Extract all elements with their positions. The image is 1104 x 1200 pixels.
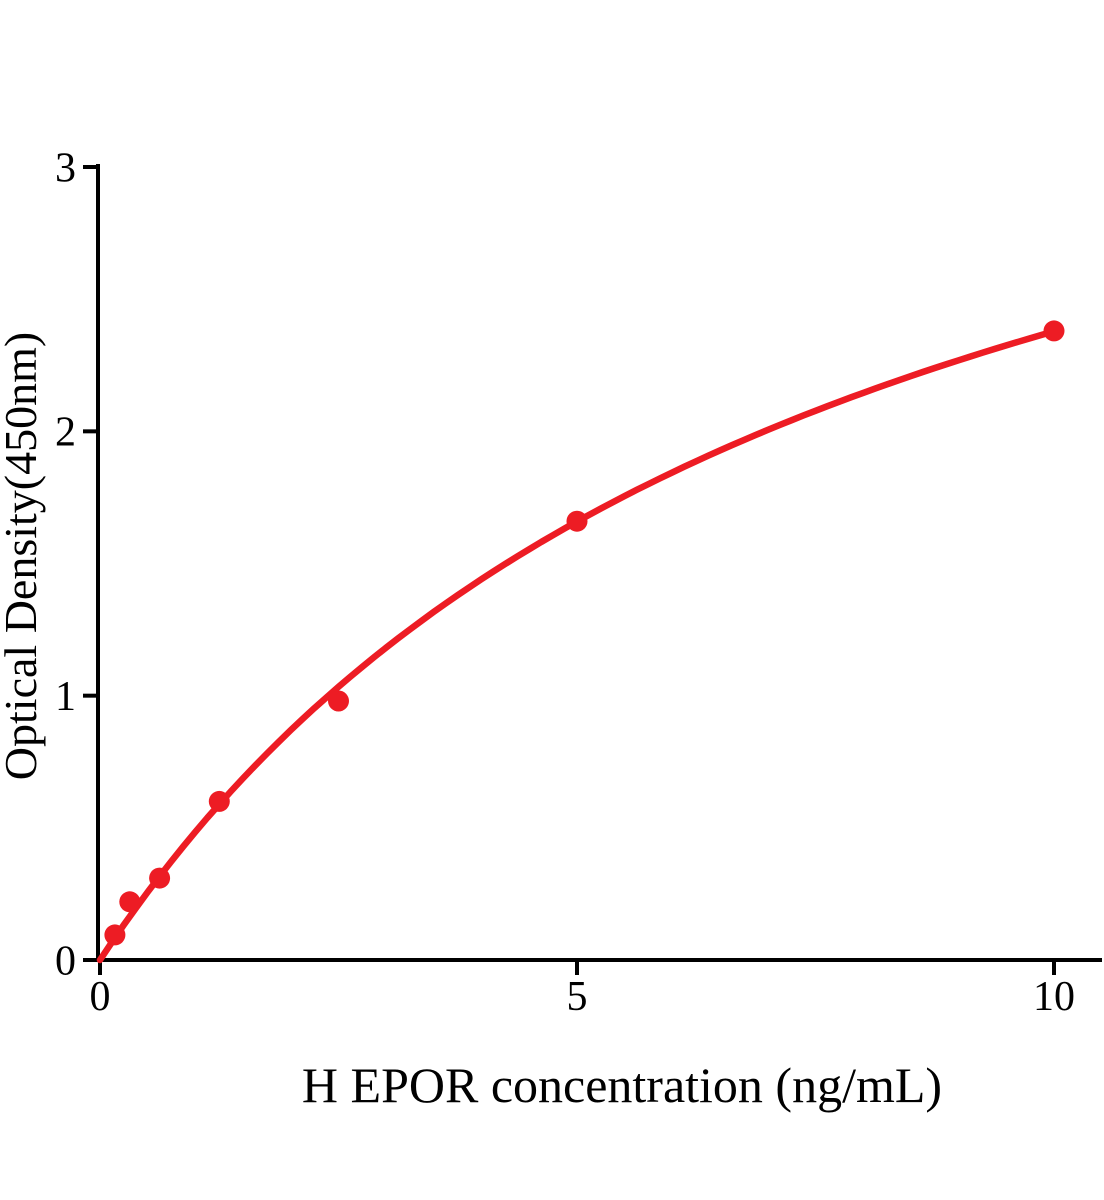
- data-point: [566, 510, 588, 532]
- y-axis-title: Optical Density(450nm): [0, 332, 46, 780]
- data-point: [328, 690, 349, 712]
- y-tick-label: 1: [55, 674, 76, 720]
- x-tick-label: 10: [1033, 974, 1075, 1020]
- axes: 0 1 2 3 0 5 10: [55, 145, 1102, 1020]
- x-tick-label: 5: [567, 974, 588, 1020]
- x-tick-label: 0: [90, 974, 111, 1020]
- data-point: [149, 867, 171, 889]
- data-point: [208, 790, 230, 812]
- fit-curve: [96, 328, 1058, 964]
- data-point: [119, 891, 141, 913]
- x-axis-title: H EPOR concentration (ng/mL): [302, 1057, 942, 1113]
- data-point: [1043, 320, 1065, 342]
- y-tick-label: 3: [55, 145, 76, 191]
- y-tick-label: 2: [55, 410, 76, 456]
- data-point: [104, 924, 126, 946]
- data-series: [96, 320, 1065, 964]
- y-tick-label: 0: [55, 938, 76, 984]
